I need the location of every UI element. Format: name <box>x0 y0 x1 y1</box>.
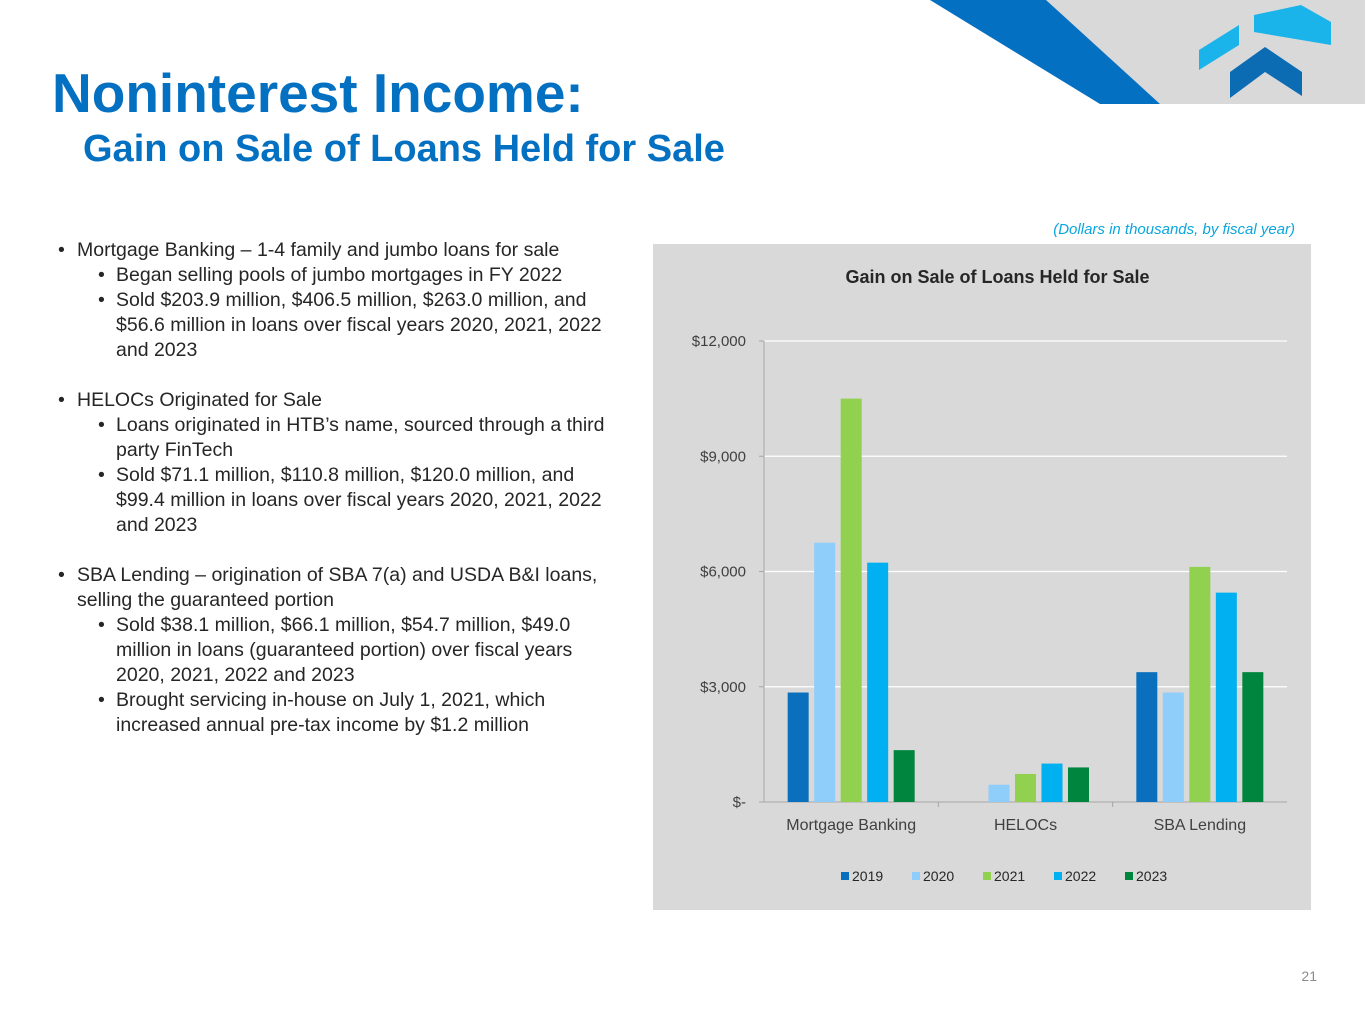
bullet-heloc-sold: Sold $71.1 million, $110.8 million, $120… <box>56 463 626 538</box>
legend-swatch-2021 <box>983 872 991 880</box>
y-tick-label: $- <box>733 794 746 811</box>
bullet-mortgage-banking: Mortgage Banking – 1-4 family and jumbo … <box>56 238 626 263</box>
chart-panel: Gain on Sale of Loans Held for Sale $- $3,… <box>653 244 1311 910</box>
chart-units-note: (Dollars in thousands, by fiscal year) <box>1053 221 1295 238</box>
bar-2022-mortgage-banking <box>867 562 889 802</box>
bullet-helocs: HELOCs Originated for Sale <box>56 388 626 413</box>
x-category-label: Mortgage Banking <box>786 817 916 834</box>
bullet-sba-servicing: Brought servicing in-house on July 1, 20… <box>56 688 626 738</box>
legend-swatch-2023 <box>1125 872 1133 880</box>
y-tick-label: $9,000 <box>700 448 746 465</box>
bar-2023-sba-lending <box>1242 672 1264 802</box>
bullet-heloc-origination: Loans originated in HTB’s name, sourced … <box>56 413 626 463</box>
bar-2023-helocs <box>1068 767 1089 802</box>
y-tick-label: $3,000 <box>700 679 746 696</box>
legend-label-2020: 2020 <box>923 868 954 884</box>
legend-label-2019: 2019 <box>852 868 883 884</box>
legend-label-2021: 2021 <box>994 868 1025 884</box>
bar-chart: Gain on Sale of Loans Held for Sale $- $3,… <box>692 267 1287 884</box>
bar-2021-sba-lending <box>1189 566 1211 802</box>
slide-title: Noninterest Income: <box>52 62 584 124</box>
bullet-spacer <box>56 363 626 388</box>
bar-2022-sba-lending <box>1215 592 1237 802</box>
bullet-sba-sold: Sold $38.1 million, $66.1 million, $54.7… <box>56 613 626 688</box>
bar-2020-helocs <box>988 784 1010 802</box>
legend-label-2023: 2023 <box>1136 868 1167 884</box>
bar-2019-sba-lending <box>1136 672 1158 802</box>
bar-2019-mortgage-banking <box>787 692 809 802</box>
bullet-list: Mortgage Banking – 1-4 family and jumbo … <box>56 238 626 738</box>
bar-2020-sba-lending <box>1162 692 1184 802</box>
bar-2023-mortgage-banking <box>893 750 915 802</box>
bar-2022-helocs <box>1041 763 1063 802</box>
y-tick-label: $12,000 <box>692 333 746 350</box>
bar-2021-helocs <box>1015 773 1036 802</box>
legend-swatch-2022 <box>1054 872 1062 880</box>
bullet-mortgage-sold: Sold $203.9 million, $406.5 million, $26… <box>56 288 626 363</box>
page-number: 21 <box>1301 968 1317 984</box>
bullet-jumbo-pools: Began selling pools of jumbo mortgages i… <box>56 263 626 288</box>
legend-swatch-2020 <box>912 872 920 880</box>
bullet-sba-lending: SBA Lending – origination of SBA 7(a) an… <box>56 563 626 613</box>
chart-title: Gain on Sale of Loans Held for Sale <box>845 267 1149 287</box>
slide-subtitle: Gain on Sale of Loans Held for Sale <box>83 128 725 170</box>
legend-label-2022: 2022 <box>1065 868 1096 884</box>
x-category-label: HELOCs <box>994 817 1057 834</box>
legend-swatch-2019 <box>841 872 849 880</box>
x-category-label: SBA Lending <box>1154 817 1247 834</box>
bar-2021-mortgage-banking <box>840 398 862 802</box>
company-logo-icon <box>1199 5 1331 98</box>
y-tick-label: $6,000 <box>700 564 746 581</box>
bullet-spacer <box>56 538 626 563</box>
bar-2020-mortgage-banking <box>814 542 836 802</box>
